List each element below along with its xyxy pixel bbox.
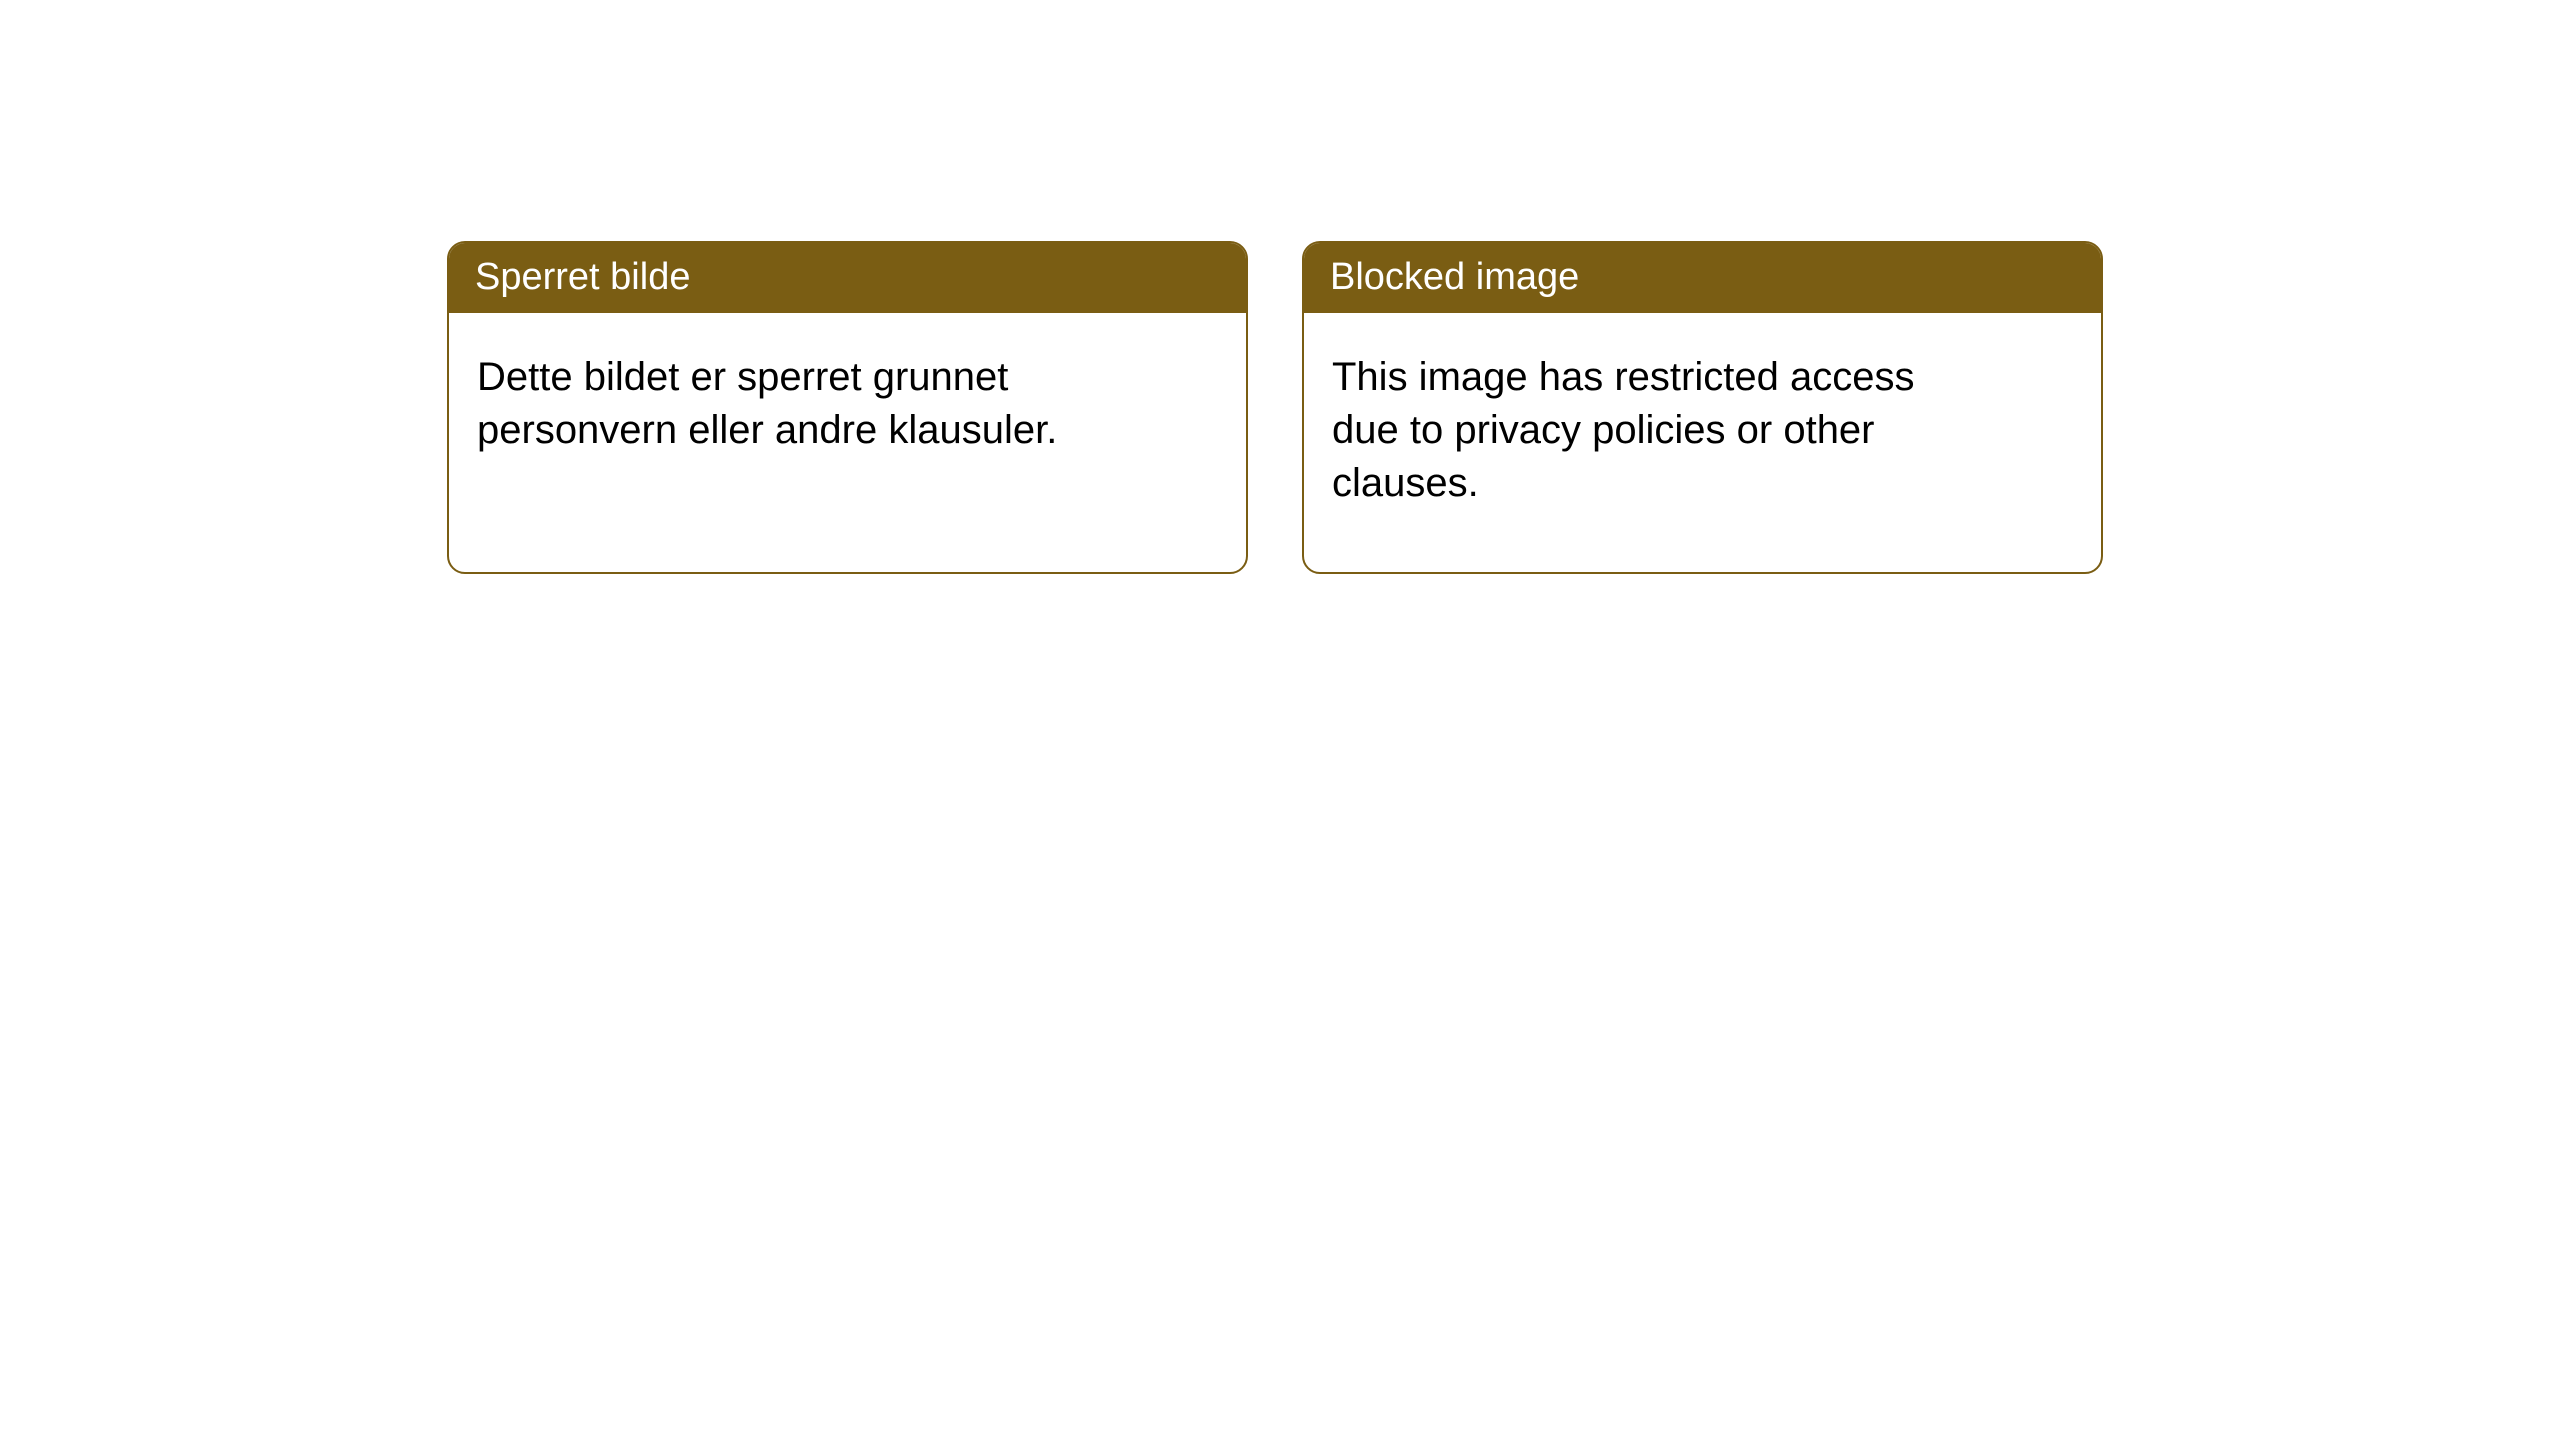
notice-card-header: Sperret bilde	[449, 243, 1246, 313]
notice-card-body: Dette bildet er sperret grunnet personve…	[449, 313, 1246, 495]
notice-body-text: Dette bildet er sperret grunnet personve…	[477, 355, 1057, 452]
notice-title: Blocked image	[1330, 256, 1579, 298]
notice-card-body: This image has restricted access due to …	[1304, 313, 1984, 547]
notice-card-norwegian: Sperret bilde Dette bildet er sperret gr…	[447, 241, 1248, 574]
notice-card-header: Blocked image	[1304, 243, 2101, 313]
notice-container: Sperret bilde Dette bildet er sperret gr…	[447, 241, 2103, 574]
notice-title: Sperret bilde	[475, 256, 690, 298]
notice-card-english: Blocked image This image has restricted …	[1302, 241, 2103, 574]
notice-body-text: This image has restricted access due to …	[1332, 355, 1914, 505]
